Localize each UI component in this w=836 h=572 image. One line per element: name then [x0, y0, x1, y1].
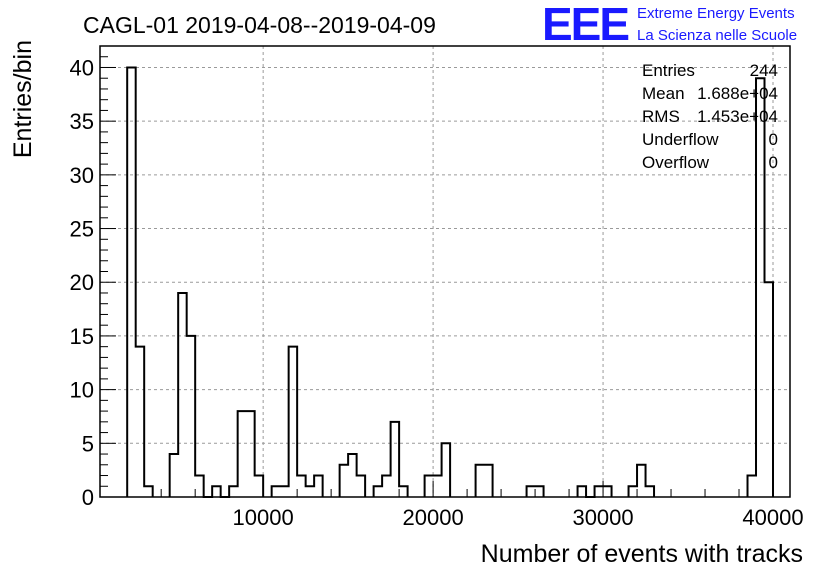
histogram-bin [229, 486, 237, 497]
stats-value: 1.453e+04 [697, 107, 778, 126]
histogram-bin [289, 347, 297, 497]
axis-ticks [100, 45, 774, 497]
stats-value: 1.688e+04 [697, 84, 778, 103]
histogram-bin [637, 465, 645, 497]
histogram-bin [272, 486, 280, 497]
histogram-bin [748, 476, 756, 497]
histogram-bin [756, 78, 764, 497]
y-tick-label: 15 [70, 324, 94, 349]
y-tick-label: 5 [82, 431, 94, 456]
histogram-bin [391, 422, 399, 497]
grid-lines [100, 46, 790, 497]
histogram-bin [144, 486, 152, 497]
stats-label: Overflow [642, 153, 710, 172]
stats-box: Entries 244 Mean 1.688e+04 RMS 1.453e+04 Under… [642, 61, 778, 172]
histogram-bin [374, 486, 382, 497]
histogram-bin [238, 411, 246, 497]
stats-value: 0 [769, 130, 778, 149]
histogram-bin [178, 293, 186, 497]
y-tick-label: 30 [70, 163, 94, 188]
histogram-bin [246, 411, 254, 497]
y-tick-label: 0 [82, 485, 94, 510]
logo-line1: Extreme Energy Events [637, 5, 795, 22]
histogram-bin [212, 486, 220, 497]
histogram-bin [535, 486, 543, 497]
histogram-bin [484, 465, 492, 497]
histogram-bin [527, 486, 535, 497]
tick-labels: 10000 20000 30000 40000 0 5 10 15 20 25 30 35 40 [70, 55, 804, 530]
stats-value: 244 [750, 61, 778, 80]
plot-frame [99, 45, 791, 498]
histogram-bin [348, 454, 356, 497]
histogram-bin [280, 486, 288, 497]
logo-mark: EEE [542, 0, 628, 50]
y-tick-label: 40 [70, 55, 94, 80]
x-tick-label: 40000 [742, 505, 803, 530]
histogram-bin [603, 486, 611, 497]
stats-label: RMS [642, 107, 680, 126]
histogram-bin [382, 476, 390, 497]
histogram-bin [170, 454, 178, 497]
histogram-bin [629, 486, 637, 497]
y-tick-label: 10 [70, 378, 94, 403]
stats-value: 0 [769, 153, 778, 172]
x-tick-label: 10000 [233, 505, 294, 530]
stats-label: Underflow [642, 130, 719, 149]
y-tick-label: 25 [70, 217, 94, 242]
histogram-bin [399, 486, 407, 497]
x-tick-label: 30000 [572, 505, 633, 530]
histogram-bin [357, 476, 365, 497]
histogram-bin [765, 282, 773, 497]
y-axis-title: Entries/bin [9, 40, 37, 158]
histogram-bin [433, 476, 441, 497]
histogram-bin [187, 336, 195, 497]
stats-label: Entries [642, 61, 695, 80]
histogram-bin [646, 486, 654, 497]
histogram-bin [195, 476, 203, 497]
x-axis-title: Number of events with tracks [481, 540, 803, 568]
y-tick-label: 35 [70, 109, 94, 134]
histogram-bin [136, 347, 144, 497]
histogram-bin [297, 476, 305, 497]
eee-logo: EEE Extreme Energy Events La Scienza nel… [542, 0, 797, 50]
histogram-bin [127, 67, 135, 497]
histogram-bin [340, 465, 348, 497]
histogram-bin [314, 476, 322, 497]
stats-label: Mean [642, 84, 685, 103]
histogram-bin [425, 476, 433, 497]
histogram-bin [306, 486, 314, 497]
logo-line2: La Scienza nelle Scuole [637, 27, 797, 44]
histogram-bin [255, 476, 263, 497]
histogram-bin [595, 486, 603, 497]
histogram-bin [578, 486, 586, 497]
y-tick-label: 20 [70, 270, 94, 295]
x-tick-label: 20000 [403, 505, 464, 530]
chart-title: CAGL-01 2019-04-08--2019-04-09 [83, 12, 436, 38]
histogram-bin [476, 465, 484, 497]
histogram-bin [442, 443, 450, 497]
